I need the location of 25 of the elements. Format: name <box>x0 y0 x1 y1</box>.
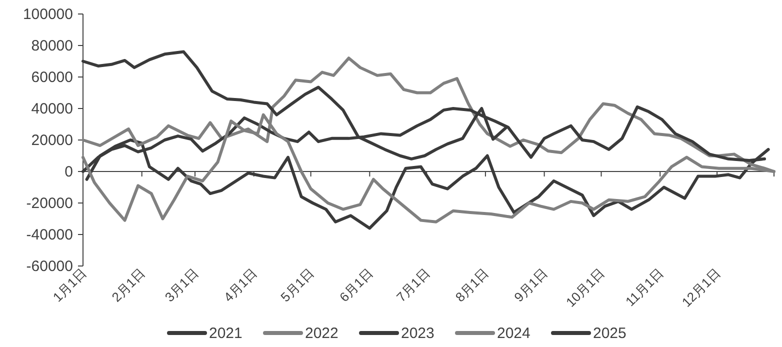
legend-label: 2021 <box>209 325 242 342</box>
legend-label: 2023 <box>401 325 434 342</box>
y-tick-label: -60000 <box>26 258 73 275</box>
x-tick-label: 5月1日 <box>278 266 317 305</box>
legend-label: 2024 <box>497 325 530 342</box>
y-tick-label: -40000 <box>26 226 73 244</box>
legend-label: 2025 <box>593 325 626 342</box>
x-tick-label: 4月1日 <box>220 266 260 305</box>
x-tick-label: 11月1日 <box>622 266 666 310</box>
x-tick-label: 3月1日 <box>162 266 202 305</box>
x-tick-label: 9月1日 <box>511 266 550 305</box>
x-tick-label: 2月1日 <box>108 266 148 305</box>
x-tick-label: 10月1日 <box>563 266 608 310</box>
y-tick-label: -20000 <box>26 195 73 212</box>
y-tick-label: 60000 <box>31 69 73 86</box>
legend-label: 2022 <box>305 325 338 342</box>
y-tick-label: 100000 <box>22 6 73 23</box>
y-tick-label: 80000 <box>31 38 73 54</box>
y-tick-label: 20000 <box>31 132 73 149</box>
x-tick-label: 8月1日 <box>452 266 492 305</box>
x-tick-label: 12月1日 <box>678 266 724 310</box>
x-tick-label: 6月1日 <box>336 266 376 305</box>
y-tick-label: 0 <box>64 164 73 180</box>
x-tick-label: 7月1日 <box>394 266 433 305</box>
y-tick-label: 40000 <box>31 100 73 118</box>
